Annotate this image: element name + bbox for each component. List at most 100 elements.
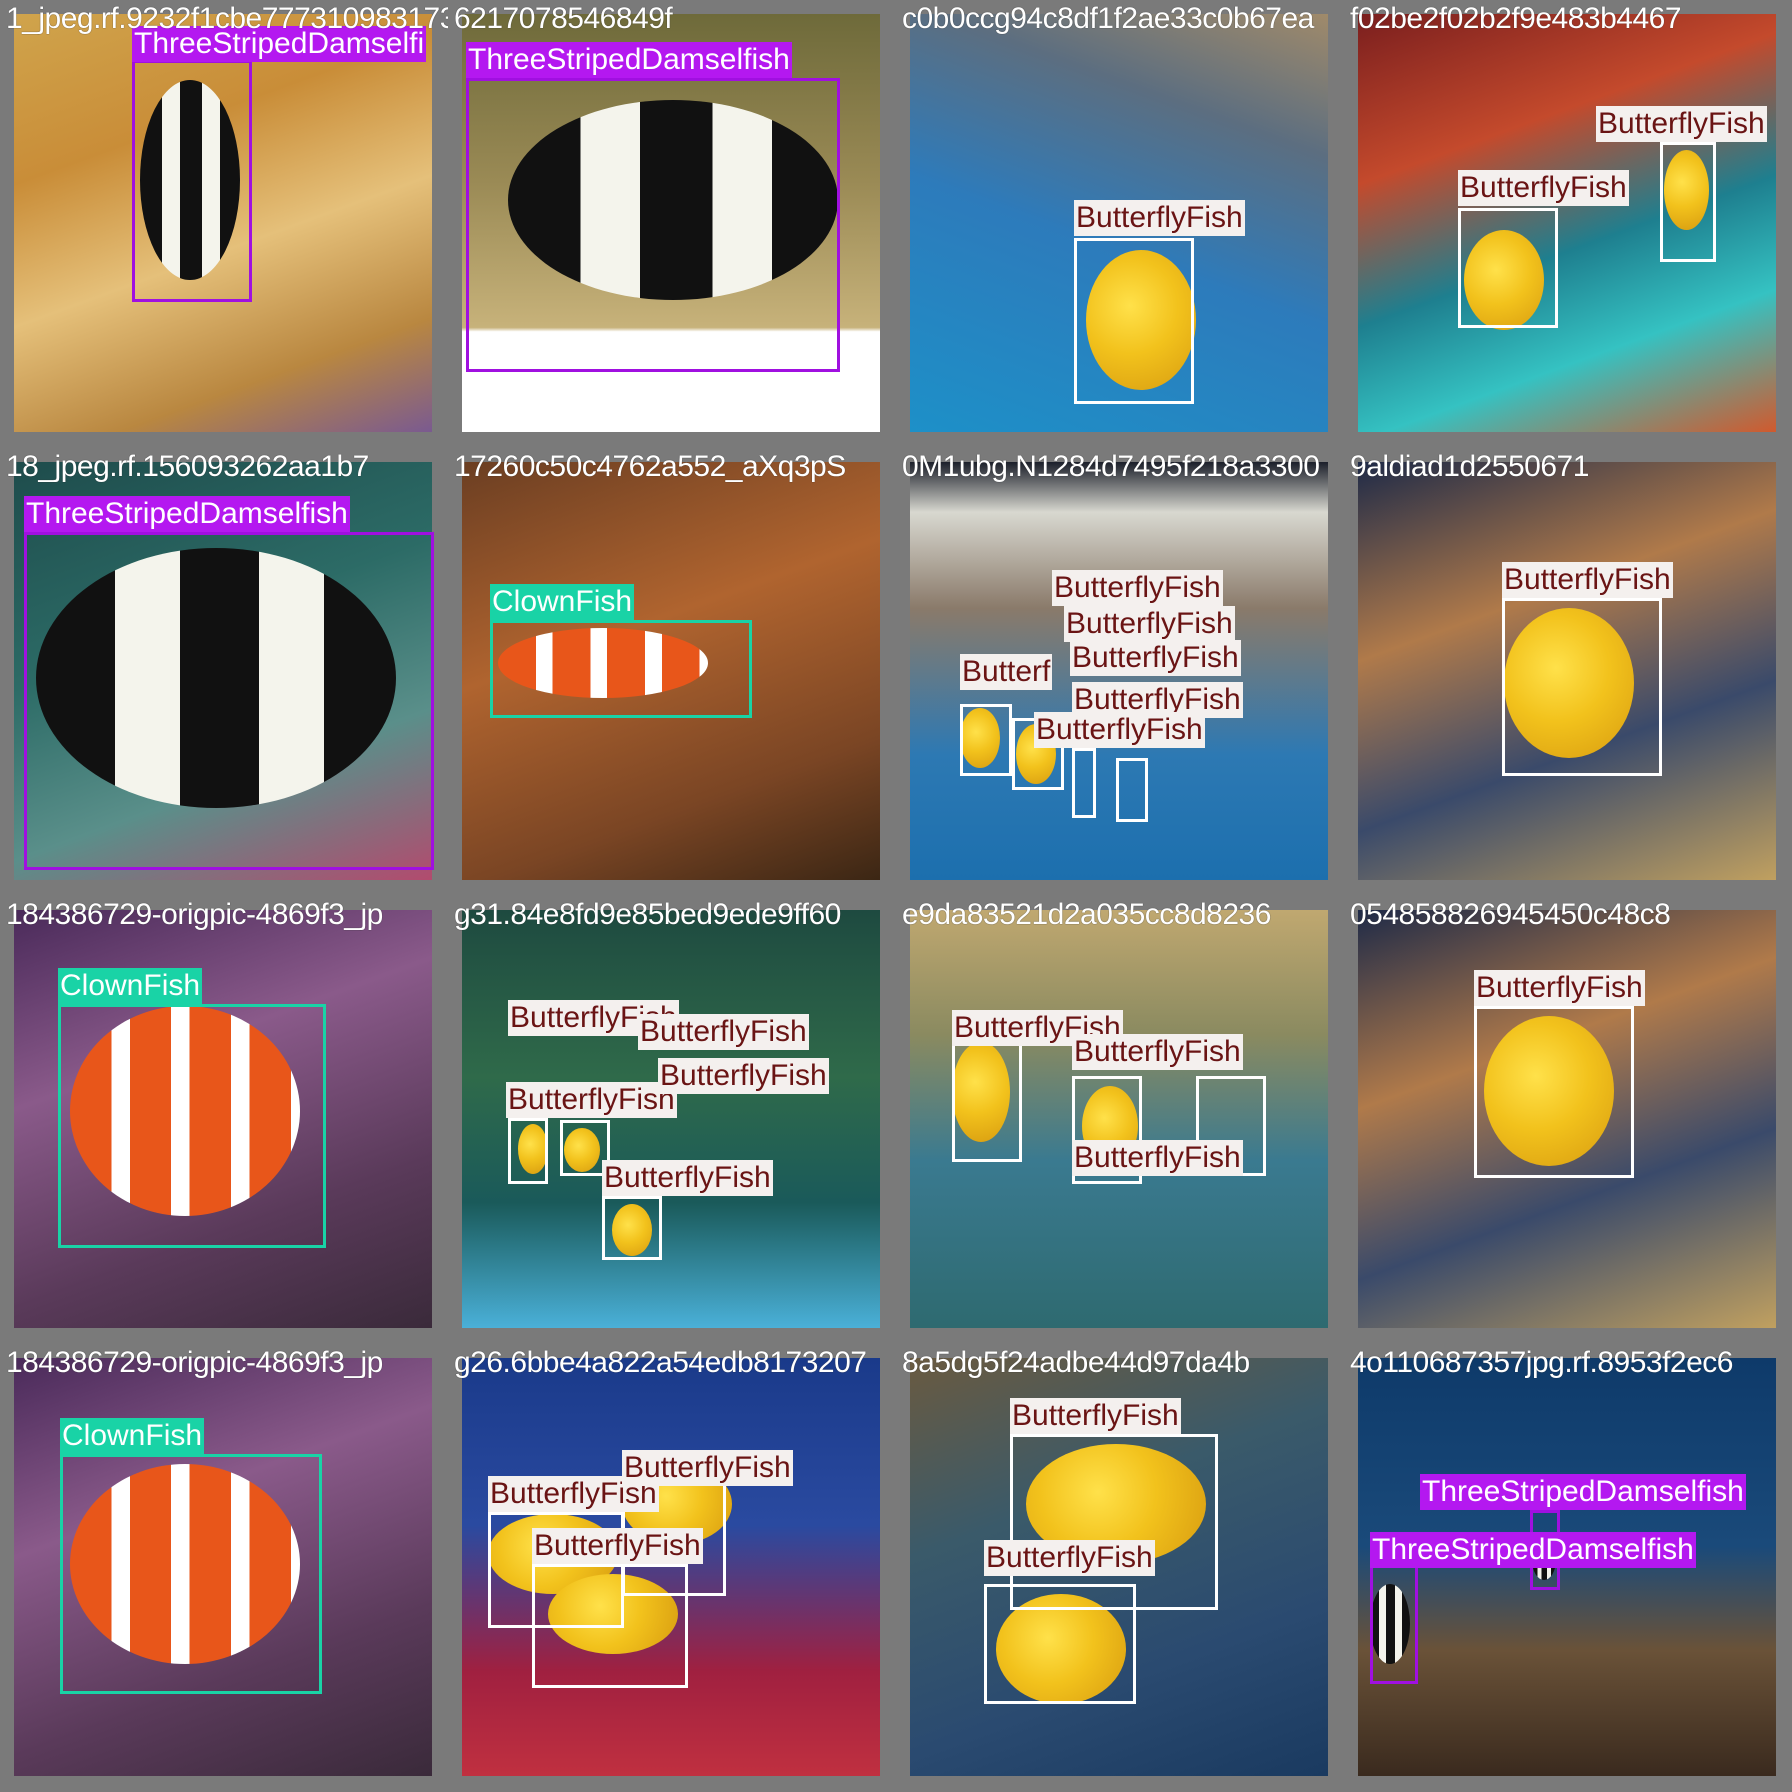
tile-caption: 054858826945450c48c8: [1350, 898, 1671, 931]
detection-box: [24, 532, 434, 870]
tile-caption: 1_jpeg.rf.9232f1cbe77731098317318540841j…: [6, 2, 448, 35]
butterflyfish-image: [548, 1574, 678, 1654]
tile-caption: 18_jpeg.rf.156093262aa1b7: [6, 450, 369, 483]
detection-box: [602, 1196, 662, 1260]
detection-label: ButterflyFish: [658, 1058, 829, 1094]
detection-label: ButterflyFish: [1074, 200, 1245, 236]
butterflyfish-image: [1504, 608, 1634, 758]
detection-label: ButterflyFish: [1010, 1398, 1181, 1434]
detection-label: ButterflyFish: [1070, 640, 1241, 676]
tile-caption: 17260c50c4762a552_aXq3pS: [454, 450, 846, 483]
butterflyfish-image: [952, 1042, 1010, 1142]
detection-label: ButterflyFish: [1052, 570, 1223, 606]
tile-caption: g26.6bbe4a822a54edb8173207: [454, 1346, 867, 1379]
tile-caption: 8a5dg5f24adbe44d97da4b: [902, 1346, 1250, 1379]
butterflyfish-image: [996, 1594, 1126, 1704]
detection-label: ButterflyFish: [1596, 106, 1767, 142]
tile-caption: 4o110687357jpg.rf.8953f2ec6: [1350, 1346, 1733, 1379]
butterflyfish-image: [1086, 250, 1196, 390]
tile-16: ThreeStripedDamselfish ThreeStripedDamse…: [1344, 1344, 1792, 1792]
detection-box: [132, 60, 252, 302]
tile-5: ThreeStripedDamselfish 18_jpeg.rf.156093…: [0, 448, 448, 896]
detection-box: [1370, 1564, 1418, 1684]
damselfish-image: [508, 100, 838, 300]
detection-label: ButterflyFish: [984, 1540, 1155, 1576]
tile-caption: 9aldiad1d2550671: [1350, 450, 1589, 483]
clownfish-image: [498, 628, 708, 698]
detection-label: ThreeStripedDamselfish: [24, 496, 350, 532]
tile-13: ClownFish 184386729-origpic-4869f3_jp: [0, 1344, 448, 1792]
detection-box: [490, 620, 752, 718]
detection-box: [1474, 1006, 1634, 1178]
detection-label: ButterflyFish: [638, 1014, 809, 1050]
tile-caption: e9da83521d2a035cc8d8236: [902, 898, 1271, 931]
detection-label: ButterflyFish: [1072, 1034, 1243, 1070]
tile-caption: 184386729-origpic-4869f3_jp: [6, 1346, 383, 1379]
tile-4: ButterflyFish ButterflyFish f02be2f02b2f…: [1344, 0, 1792, 448]
detection-label: ButterflyFish: [952, 1010, 1123, 1046]
detection-label: ButterflyFish: [602, 1160, 773, 1196]
detection-box: [960, 704, 1012, 776]
detection-box: [60, 1454, 322, 1694]
tile-6: ClownFish 17260c50c4762a552_aXq3pS: [448, 448, 896, 896]
tile-11: ButterflyFish ButterflyFish ButterflyFis…: [896, 896, 1344, 1344]
clownfish-image: [70, 1464, 300, 1664]
tile-2: ThreeStripedDamselfish 6217078546849f: [448, 0, 896, 448]
tile-10: ButterflyFish ButterflyFish ButterflyFis…: [448, 896, 896, 1344]
tile-caption: 184386729-origpic-4869f3_jp: [6, 898, 383, 931]
butterflyfish-image: [1464, 230, 1544, 330]
detection-label: ButterflyFish: [532, 1528, 703, 1564]
detection-label: ButterflyFish: [1034, 712, 1205, 748]
detection-label: ButterflyFish: [1458, 170, 1629, 206]
detection-box: [952, 1034, 1022, 1162]
detection-box: [58, 1004, 326, 1248]
tile-12: ButterflyFish 054858826945450c48c8: [1344, 896, 1792, 1344]
butterflyfish-image: [518, 1124, 548, 1174]
detection-box: [532, 1564, 688, 1688]
detection-label: ClownFish: [490, 584, 635, 620]
detection-box: [1502, 598, 1662, 776]
detection-box: [1010, 1434, 1218, 1610]
detection-box: [1072, 748, 1096, 818]
detection-label: ButterflyFish: [1064, 606, 1235, 642]
detection-label: ButterflyFish: [506, 1082, 677, 1118]
damselfish-image: [1370, 1584, 1410, 1664]
tile-caption: c0b0ccg94c8df1f2ae33c0b67ea: [902, 2, 1314, 35]
tile-3: ButterflyFish c0b0ccg94c8df1f2ae33c0b67e…: [896, 0, 1344, 448]
detection-box: [560, 1120, 610, 1176]
butterflyfish-image: [612, 1204, 652, 1256]
detection-label: ButterflyFish: [1072, 1140, 1243, 1176]
detection-label: ButterflyFish: [622, 1450, 793, 1486]
detection-label: ThreeStripedDamselfi: [132, 26, 427, 62]
detection-box: [1074, 238, 1194, 404]
tile-9: ClownFish 184386729-origpic-4869f3_jp: [0, 896, 448, 1344]
butterflyfish-image: [564, 1128, 600, 1172]
damselfish-image: [36, 548, 396, 808]
detection-box: [1660, 142, 1716, 262]
detection-label: ThreeStripedDamselfish: [1420, 1474, 1746, 1510]
photo: [1358, 14, 1776, 432]
detection-label: Butterf: [960, 654, 1053, 690]
tile-15: ButterflyFish ButterflyFish 8a5dg5f24adb…: [896, 1344, 1344, 1792]
detection-box: [508, 1118, 548, 1184]
detection-box: [1116, 758, 1148, 822]
tile-1: ThreeStripedDamselfi 1_jpeg.rf.9232f1cbe…: [0, 0, 448, 448]
tile-8: ButterflyFish 9aldiad1d2550671: [1344, 448, 1792, 896]
tile-7: Butterf ButterflyFish ButterflyFish Butt…: [896, 448, 1344, 896]
detection-box: [984, 1584, 1136, 1704]
detection-box: [1072, 1076, 1142, 1184]
butterflyfish-image: [1484, 1016, 1614, 1166]
tile-caption: 0M1ubg.N1284d7495f218a3300: [902, 450, 1320, 483]
detection-box: [466, 78, 840, 372]
butterflyfish-image: [960, 708, 1000, 768]
tile-14: ButterflyFish ButterflyFish ButterflyFis…: [448, 1344, 896, 1792]
detection-label: ButterflyFish: [1502, 562, 1673, 598]
detection-label: ButterflyFish: [1474, 970, 1645, 1006]
detection-box: [1458, 208, 1558, 328]
clownfish-image: [70, 1006, 300, 1216]
tile-caption: 6217078546849f: [454, 2, 673, 35]
damselfish-image: [140, 80, 240, 280]
tile-caption: f02be2f02b2f9e483b4467: [1350, 2, 1682, 35]
detection-label: ClownFish: [58, 968, 203, 1004]
